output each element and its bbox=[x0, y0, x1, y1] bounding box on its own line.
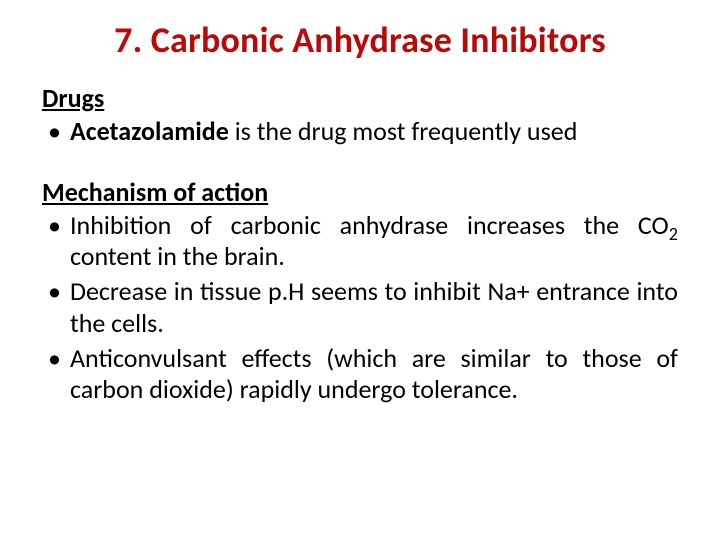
drugs-heading: Drugs bbox=[42, 82, 678, 114]
list-item: Acetazolamide is the drug most frequentl… bbox=[42, 116, 678, 148]
drug-desc: is the drug most frequently used bbox=[229, 115, 578, 147]
mechanism-list: Inhibition of carbonic anhydrase increas… bbox=[42, 210, 678, 406]
mech-text: Decrease in tissue p.H seems to inhibit … bbox=[70, 275, 678, 339]
mechanism-section: Mechanism of action Inhibition of carbon… bbox=[42, 176, 678, 406]
list-item: Decrease in tissue p.H seems to inhibit … bbox=[42, 276, 678, 339]
subscript-2: 2 bbox=[669, 223, 678, 245]
drug-name-bold: Acetazolamide bbox=[70, 115, 229, 147]
list-item: Inhibition of carbonic anhydrase increas… bbox=[42, 210, 678, 273]
slide: 7. Carbonic Anhydrase Inhibitors Drugs A… bbox=[0, 0, 720, 540]
mech-text-post: content in the brain. bbox=[70, 240, 285, 272]
mech-text: Anticonvulsant effects (which are simila… bbox=[70, 342, 678, 406]
list-item: Anticonvulsant effects (which are simila… bbox=[42, 343, 678, 406]
slide-title: 7. Carbonic Anhydrase Inhibitors bbox=[42, 18, 678, 62]
drugs-section: Drugs Acetazolamide is the drug most fre… bbox=[42, 82, 678, 148]
drugs-list: Acetazolamide is the drug most frequentl… bbox=[42, 116, 678, 148]
mech-text-pre: Inhibition of carbonic anhydrase increas… bbox=[70, 209, 669, 241]
mechanism-heading: Mechanism of action bbox=[42, 176, 678, 208]
